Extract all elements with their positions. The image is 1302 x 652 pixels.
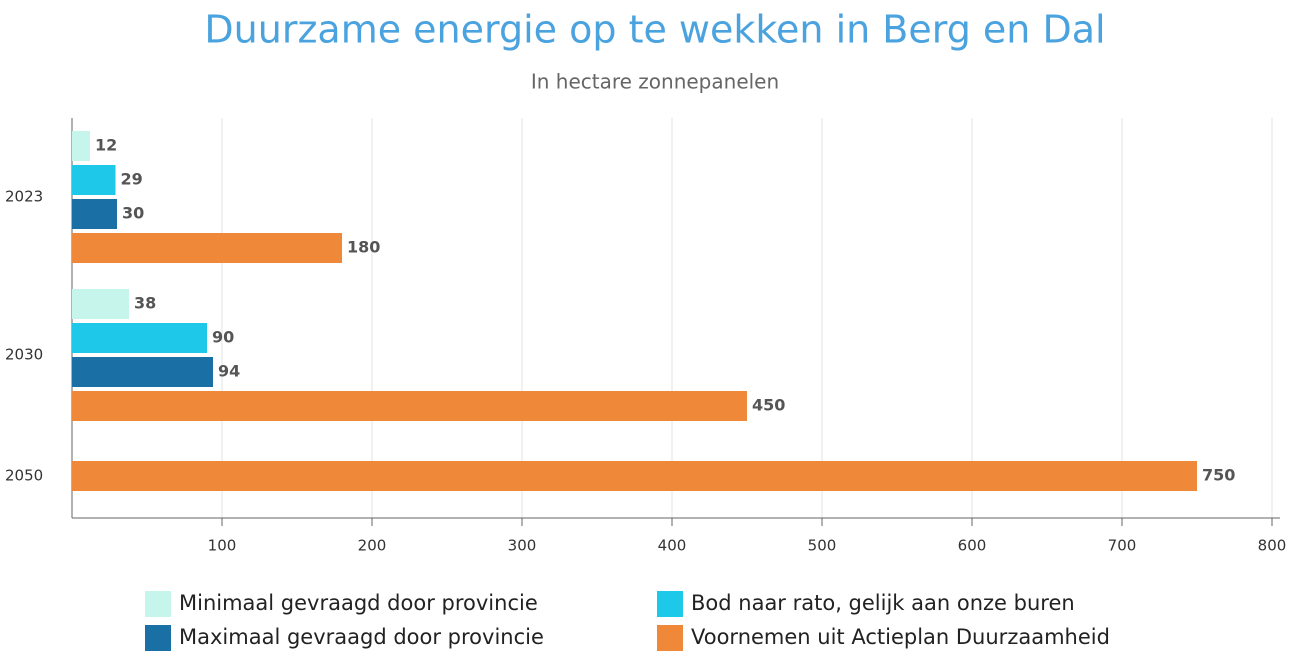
data-label: 180 xyxy=(347,238,380,257)
bar xyxy=(72,461,1197,491)
legend-swatch xyxy=(145,625,171,651)
y-tick-label: 2030 xyxy=(5,346,43,364)
x-tick-label: 700 xyxy=(1108,537,1137,555)
bar xyxy=(72,357,213,387)
x-tick-label: 200 xyxy=(358,537,387,555)
data-label: 94 xyxy=(218,362,240,381)
x-tick-label: 400 xyxy=(658,537,687,555)
data-label: 29 xyxy=(121,170,143,189)
bar xyxy=(72,233,342,263)
legend-swatch xyxy=(657,591,683,617)
x-tick-label: 600 xyxy=(958,537,987,555)
bar xyxy=(72,165,116,195)
legend-label: Bod naar rato, gelijk aan onze buren xyxy=(691,591,1075,615)
bar xyxy=(72,131,90,161)
x-tick-label: 800 xyxy=(1258,537,1287,555)
x-tick-label: 500 xyxy=(808,537,837,555)
data-label: 12 xyxy=(95,136,117,155)
bar xyxy=(72,391,747,421)
data-label: 90 xyxy=(212,328,234,347)
y-tick-label: 2023 xyxy=(5,188,43,206)
bar xyxy=(72,199,117,229)
legend-swatch xyxy=(145,591,171,617)
chart-subtitle: In hectare zonnepanelen xyxy=(531,70,779,94)
bar xyxy=(72,289,129,319)
legend-label: Minimaal gevraagd door provincie xyxy=(179,591,538,615)
y-tick-label: 2050 xyxy=(5,467,43,485)
bar xyxy=(72,323,207,353)
chart-title: Duurzame energie op te wekken in Berg en… xyxy=(204,8,1105,52)
data-label: 750 xyxy=(1202,466,1235,485)
data-label: 450 xyxy=(752,396,785,415)
legend-label: Maximaal gevraagd door provincie xyxy=(179,625,544,649)
x-tick-label: 100 xyxy=(208,537,237,555)
data-label: 38 xyxy=(134,294,156,313)
x-tick-label: 300 xyxy=(508,537,537,555)
legend-swatch xyxy=(657,625,683,651)
legend-label: Voornemen uit Actieplan Duurzaamheid xyxy=(691,625,1110,649)
data-label: 30 xyxy=(122,204,144,223)
